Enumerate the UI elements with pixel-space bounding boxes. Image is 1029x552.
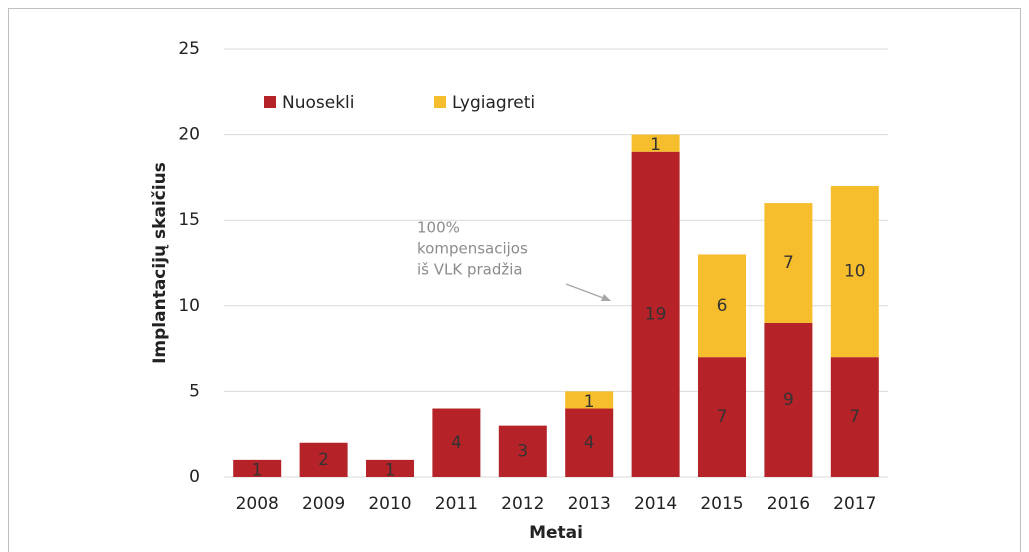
bar-segment	[764, 322, 813, 477]
annotation: kompensacijos	[417, 240, 528, 258]
data-label: 10	[844, 262, 866, 282]
bar-segment	[631, 151, 680, 477]
legend-swatch	[434, 96, 446, 108]
y-tick-label: 10	[178, 296, 200, 316]
y-tick-label: 5	[189, 381, 200, 401]
bar-segment	[432, 408, 481, 477]
bar-segment	[830, 357, 879, 477]
x-tick-label: 2014	[634, 494, 677, 514]
data-label: 1	[584, 392, 595, 412]
x-tick-label: 2013	[568, 494, 611, 514]
bar-segment	[698, 357, 746, 477]
legend-swatch	[264, 96, 276, 108]
bar-segment	[366, 459, 414, 477]
x-tick-label: 2017	[833, 494, 876, 514]
bar-segment	[764, 203, 813, 323]
x-tick-label: 2016	[767, 494, 810, 514]
x-tick-label: 2015	[700, 494, 743, 514]
annotation-arrowhead	[601, 294, 611, 301]
annotation-arrow	[565, 283, 607, 300]
data-label: 2	[318, 450, 329, 470]
annotation: 100%	[417, 219, 460, 237]
x-tick-label: 2010	[368, 494, 411, 514]
x-tick-label: 2011	[435, 494, 478, 514]
data-label: 6	[717, 296, 728, 316]
data-label: 1	[385, 460, 396, 480]
frame	[8, 8, 1021, 552]
x-tick-label: 2009	[302, 494, 345, 514]
data-label: 4	[584, 433, 595, 453]
x-tick-label: 2008	[236, 494, 279, 514]
data-label: 3	[517, 441, 528, 461]
y-tick-label: 0	[189, 467, 200, 487]
bar-segment	[565, 408, 614, 477]
bar-segment	[299, 442, 348, 477]
data-label: 7	[849, 407, 860, 427]
legend-label: Nuosekli	[282, 93, 355, 113]
data-label: 9	[783, 390, 794, 410]
data-label: 1	[650, 135, 661, 155]
data-label: 4	[451, 433, 462, 453]
bar-segment	[498, 425, 547, 477]
data-label: 7	[717, 407, 728, 427]
bar-segment	[233, 459, 282, 477]
annotation: iš VLK pradžia	[417, 261, 523, 279]
data-label: 1	[252, 460, 263, 480]
bar-segment	[698, 254, 746, 358]
data-label: 19	[645, 304, 667, 324]
bar-segment	[565, 391, 614, 409]
bar-segment	[830, 185, 879, 358]
legend-label: Lygiagreti	[452, 93, 535, 113]
x-tick-label: 2012	[501, 494, 544, 514]
x-axis-label: Metai	[529, 523, 583, 543]
data-label: 7	[783, 253, 794, 273]
y-tick-label: 25	[178, 39, 200, 59]
bar-segment	[631, 134, 680, 152]
y-tick-label: 15	[178, 210, 200, 230]
y-axis-label: Implantacijų skaičius	[150, 162, 170, 364]
y-tick-label: 20	[178, 125, 200, 145]
